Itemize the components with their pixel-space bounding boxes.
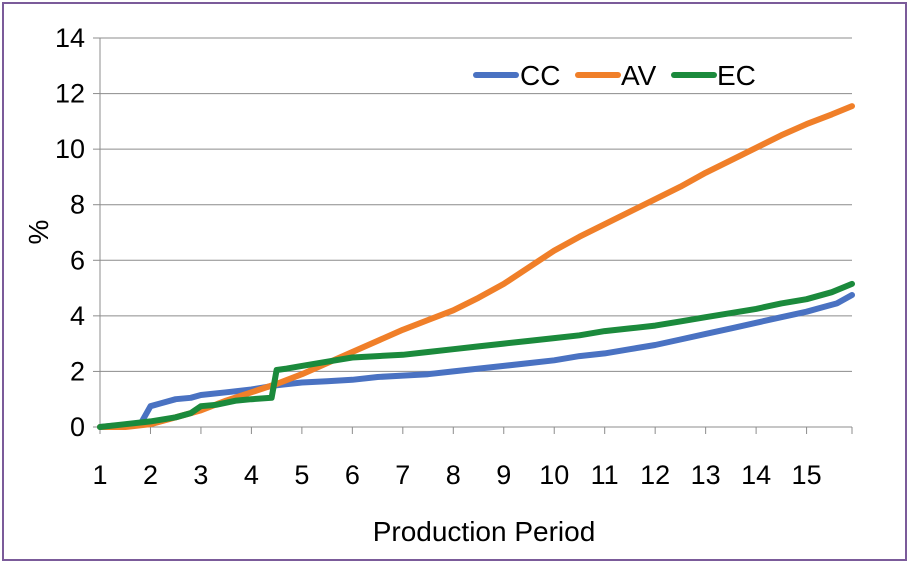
x-axis-label: Production Period [373, 516, 596, 547]
y-tick-label: 6 [70, 245, 85, 275]
y-tick-label: 10 [55, 134, 85, 164]
x-tick-label: 2 [143, 460, 158, 490]
y-axis-label: % [23, 220, 54, 245]
x-tick-label: 12 [640, 460, 670, 490]
x-tick-label: 10 [539, 460, 569, 490]
y-tick-label: 2 [70, 356, 85, 386]
y-tick-label: 0 [70, 412, 85, 442]
series-line-av [97, 103, 855, 430]
legend-label-ec: EC [717, 60, 756, 91]
y-tick-label: 14 [55, 23, 85, 53]
x-tick-label: 5 [294, 460, 309, 490]
x-tick-label: 9 [496, 460, 511, 490]
x-tick-label: 14 [741, 460, 771, 490]
series-line-cc [97, 292, 855, 430]
series-line-ec [97, 280, 855, 430]
axes [93, 37, 853, 434]
y-tick-label: 4 [70, 301, 85, 331]
x-tick-label: 1 [92, 460, 107, 490]
y-tick-label: 8 [70, 190, 85, 220]
y-tick-label: 12 [55, 79, 85, 109]
x-tick-label: 15 [792, 460, 822, 490]
legend-label-av: AV [621, 60, 657, 91]
x-tick-label: 7 [395, 460, 410, 490]
x-tick-label: 4 [244, 460, 259, 490]
x-tick-label: 11 [591, 460, 619, 490]
series-lines [97, 103, 855, 430]
x-tick-label: 6 [345, 460, 360, 490]
legend-label-cc: CC [520, 60, 560, 91]
x-tick-label: 8 [446, 460, 461, 490]
x-tick-label: 13 [691, 460, 721, 490]
x-tick-label: 3 [193, 460, 208, 490]
legend: CC AV EC [473, 60, 756, 91]
